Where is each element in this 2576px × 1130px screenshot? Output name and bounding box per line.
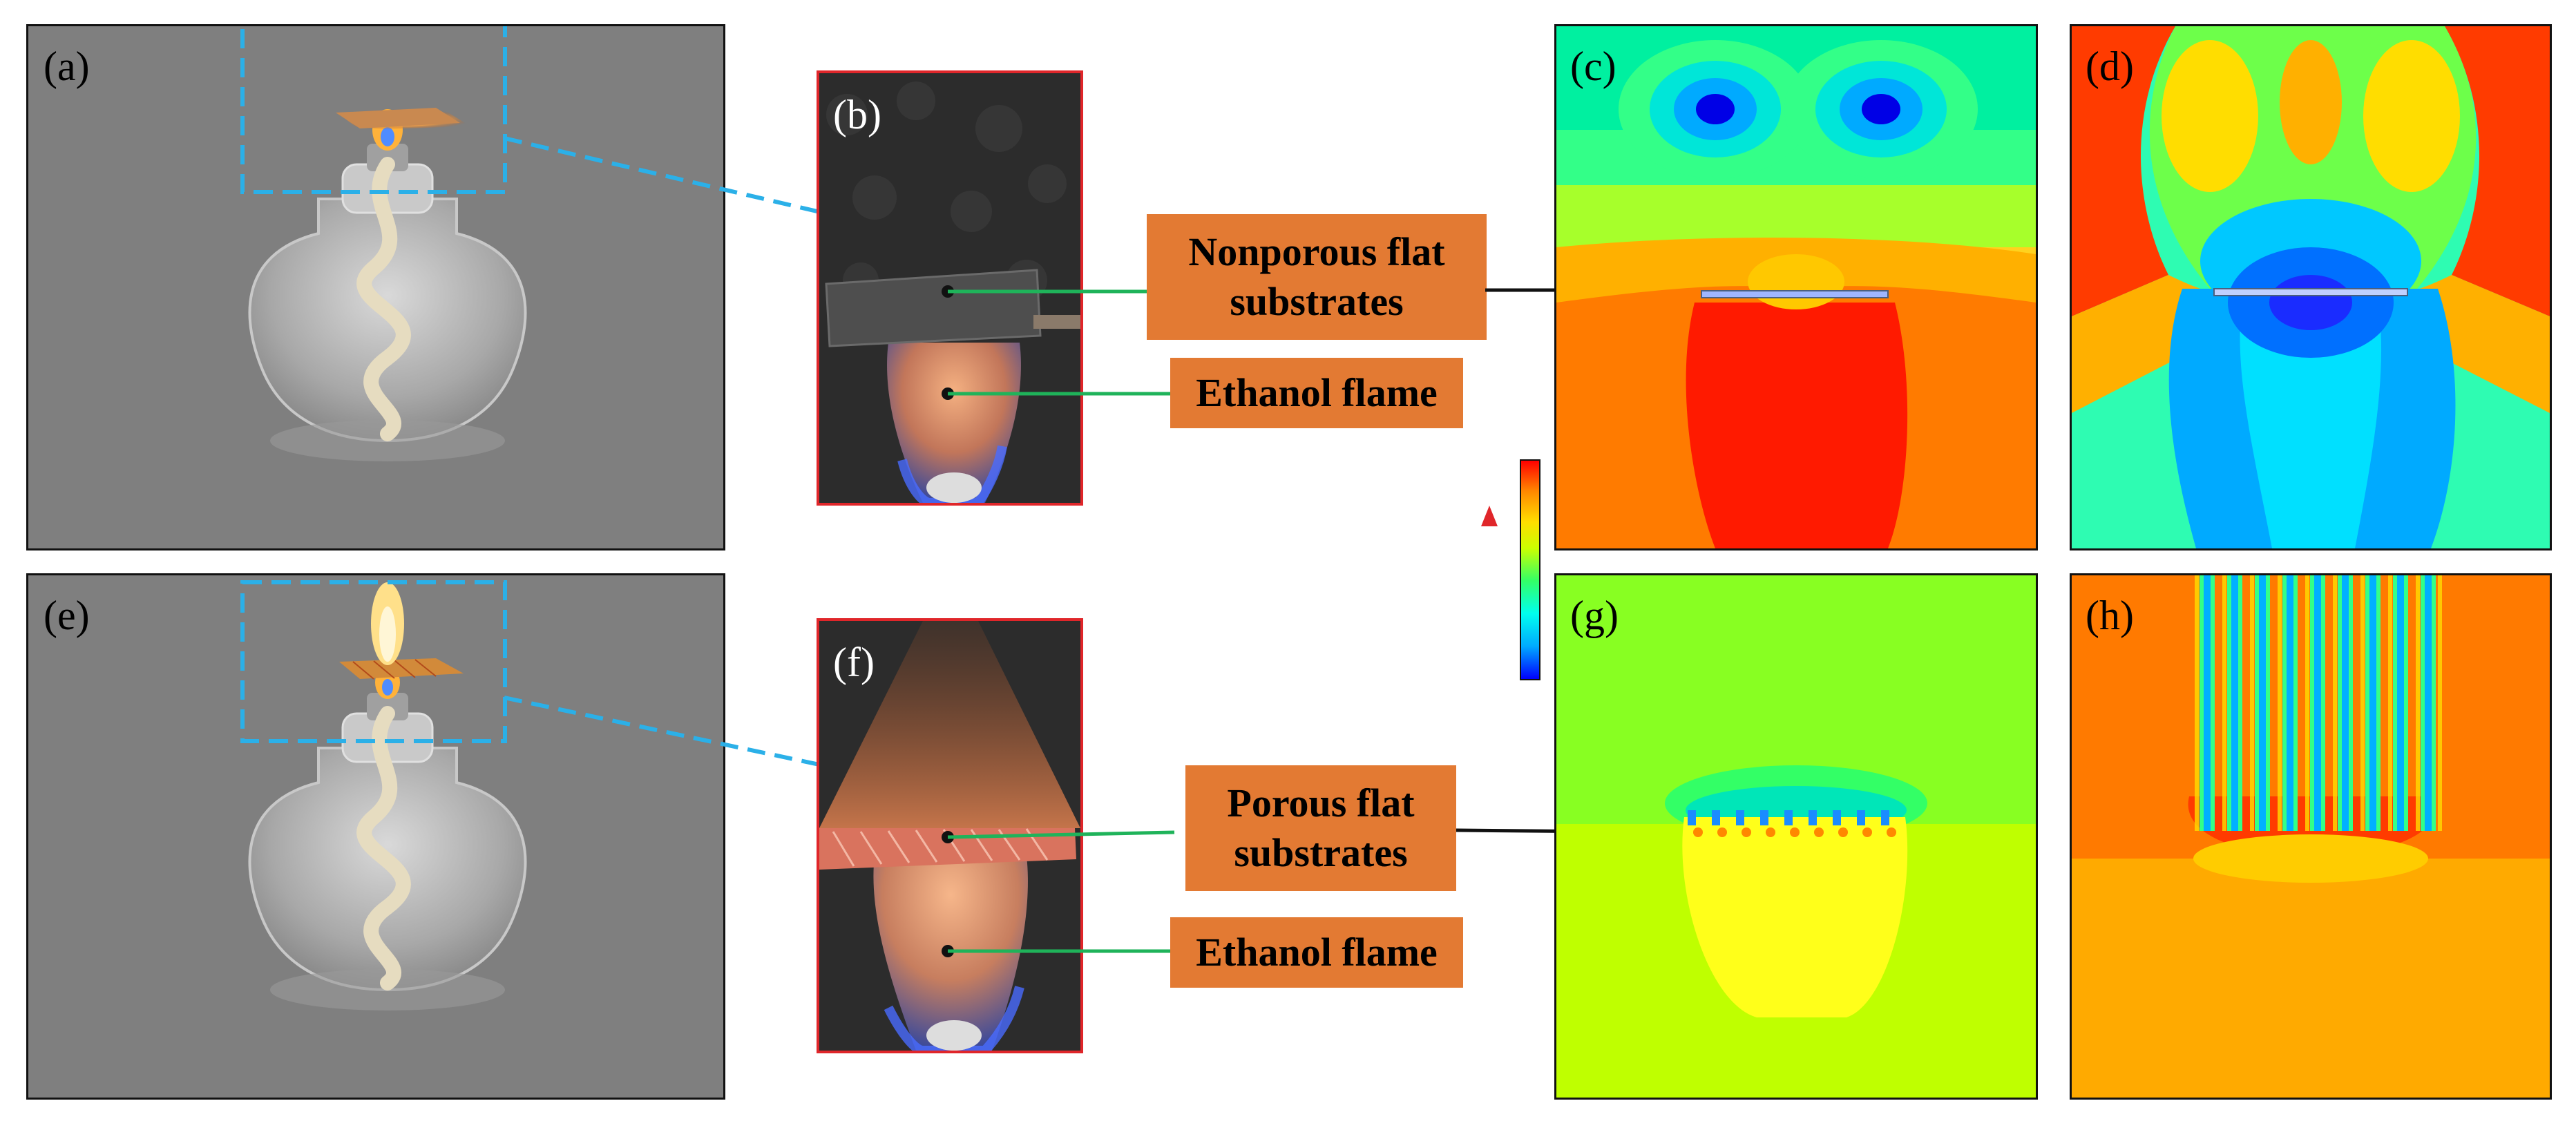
panel-label-b: (b) [833, 92, 881, 137]
callout-porous-substrates: Porous flat substrates [1185, 765, 1456, 891]
panel-g: (g) [1554, 573, 2038, 1100]
panel-d: (d) [2070, 24, 2552, 550]
simulation-field-c [1556, 26, 2036, 548]
colorbar-arrow [1481, 506, 1498, 639]
simulation-field-d [2072, 26, 2550, 548]
leader-lines-bottom [942, 830, 1175, 957]
panel-label-a: (a) [44, 44, 90, 89]
panel-label-f: (f) [833, 640, 875, 685]
panel-label-d: (d) [2086, 44, 2134, 89]
panel-label-h: (h) [2086, 593, 2134, 638]
panel-e: (e) [26, 573, 725, 1100]
panel-h: (h) [2070, 573, 2552, 1100]
callout-ethanol-flame-top: Ethanol flame [1170, 358, 1463, 428]
callout-ethanol-flame-bottom: Ethanol flame [1170, 917, 1463, 988]
panel-label-c: (c) [1570, 44, 1616, 89]
simulation-field-g [1556, 575, 2036, 1098]
leader-lines-top [942, 285, 1174, 400]
panel-a: (a) [26, 24, 725, 550]
callout-nonporous-substrates: Nonporous flat substrates [1147, 214, 1487, 340]
panel-c: (c) [1554, 24, 2038, 550]
panel-b-photo: (b) [817, 70, 1083, 506]
alcohol-lamp-illustration [240, 26, 527, 461]
panel-label-g: (g) [1570, 593, 1619, 638]
zoom-arrow-top [504, 136, 846, 225]
simulation-field-h [2072, 575, 2550, 1098]
panel-label-e: (e) [44, 593, 90, 638]
zoom-arrow-bottom [504, 696, 846, 778]
alcohol-lamp-illustration-porous [240, 580, 527, 1011]
colorbar [1520, 459, 1540, 680]
